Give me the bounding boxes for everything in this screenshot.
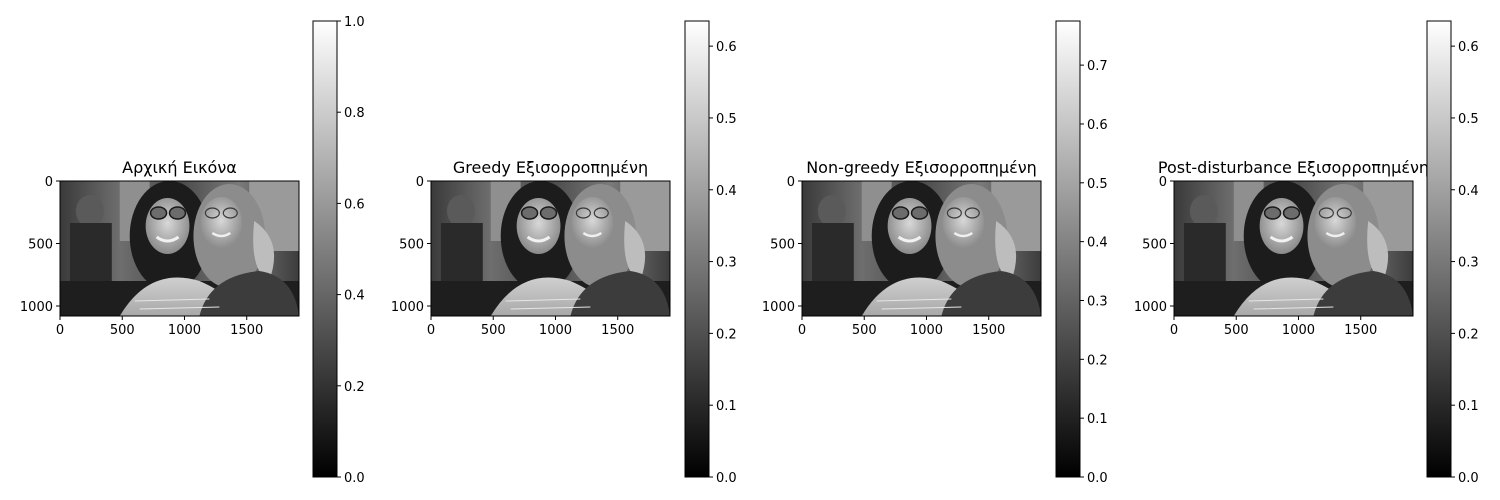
panel-2: Greedy Εξισορροπημένη 0 500 1000 1500 0 500 100… — [391, 20, 737, 486]
colorbar-tick-label: 0.0 — [716, 471, 737, 486]
grayscale-image — [431, 181, 670, 316]
grayscale-image — [1174, 181, 1413, 316]
colorbar-tick-label: 0.5 — [716, 112, 737, 127]
y-tick-label: 0 — [416, 175, 424, 190]
x-tick-label: 500 — [852, 323, 877, 338]
panel-3: Non-greedy Εξισορροπημένη 0 500 1000 1500 0 50… — [762, 20, 1108, 486]
colorbar-tick-label: 0.4 — [716, 184, 737, 199]
panel-title: Αρχική Εικόνα — [122, 158, 237, 177]
x-tick-label: 1500 — [601, 323, 634, 338]
y-tick-label: 1000 — [391, 300, 424, 315]
colorbar-tick-label: 0.0 — [1458, 471, 1479, 486]
colorbar-tick-label: 0.5 — [1087, 177, 1108, 192]
colorbar-tick-label: 0.1 — [716, 399, 737, 414]
x-tick-label: 1000 — [168, 323, 201, 338]
y-tick-label: 500 — [1142, 238, 1167, 253]
colorbar-tick-label: 0.0 — [344, 471, 365, 486]
y-tick-label: 1000 — [20, 300, 53, 315]
colorbar-tick-label: 0.6 — [1458, 40, 1479, 55]
x-tick-label: 1500 — [230, 323, 263, 338]
grayscale-image — [60, 181, 299, 316]
image-frame — [801, 180, 1042, 317]
x-tick-label: 500 — [110, 323, 135, 338]
colorbar-tick-label: 0.2 — [716, 327, 737, 342]
y-tick-label: 500 — [28, 238, 53, 253]
colorbar-tick-label: 0.4 — [344, 289, 365, 304]
colorbar-tick-label: 0.5 — [1458, 112, 1479, 127]
x-tick-label: 0 — [798, 323, 806, 338]
image-frame — [1173, 180, 1414, 317]
colorbar-tick-label: 0.6 — [716, 40, 737, 55]
panel-1: Αρχική Εικόνα 0 500 1000 1500 0 500 1000 0.0 0.2 0… — [20, 15, 365, 486]
y-tick-label: 0 — [45, 175, 53, 190]
image-frame — [430, 180, 671, 317]
colorbar — [684, 20, 710, 478]
panel-title: Non-greedy Εξισορροπημένη — [806, 158, 1037, 177]
x-tick-label: 1000 — [1282, 323, 1315, 338]
x-tick-label: 0 — [1170, 323, 1178, 338]
colorbar-tick-label: 0.2 — [1087, 353, 1108, 368]
colorbar-tick-label: 0.4 — [1458, 184, 1479, 199]
x-tick-label: 0 — [56, 323, 64, 338]
colorbar-tick-label: 0.1 — [1458, 399, 1479, 414]
colorbar-tick-label: 0.6 — [1087, 118, 1108, 133]
grayscale-image — [802, 181, 1041, 316]
y-tick-label: 0 — [787, 175, 795, 190]
colorbar — [312, 20, 338, 478]
colorbar-tick-label: 0.3 — [1087, 294, 1108, 309]
colorbar-tick-label: 0.1 — [1087, 412, 1108, 427]
colorbar-tick-label: 0.4 — [1087, 236, 1108, 251]
colorbar-tick-label: 1.0 — [344, 15, 365, 30]
y-tick-label: 500 — [770, 238, 795, 253]
colorbar — [1055, 20, 1081, 478]
image-frame — [59, 180, 300, 317]
colorbar-tick-label: 0.2 — [1458, 327, 1479, 342]
x-tick-label: 1000 — [539, 323, 572, 338]
x-tick-label: 0 — [427, 323, 435, 338]
y-tick-label: 1000 — [1134, 300, 1167, 315]
x-tick-label: 500 — [481, 323, 506, 338]
colorbar-tick-label: 0.2 — [344, 380, 365, 395]
colorbar-tick-label: 0.0 — [1087, 471, 1108, 486]
colorbar — [1426, 20, 1452, 478]
x-tick-label: 1500 — [1344, 323, 1377, 338]
panel-title: Post-disturbance Εξισορροπημένη — [1158, 158, 1429, 177]
colorbar-tick-label: 0.3 — [716, 256, 737, 271]
colorbar-tick-label: 0.6 — [344, 197, 365, 212]
x-tick-label: 1000 — [910, 323, 943, 338]
x-tick-label: 1500 — [972, 323, 1005, 338]
y-tick-label: 0 — [1159, 175, 1167, 190]
colorbar-tick-label: 0.7 — [1087, 59, 1108, 74]
y-tick-label: 1000 — [762, 300, 795, 315]
y-tick-label: 500 — [399, 238, 424, 253]
colorbar-tick-label: 0.8 — [344, 106, 365, 121]
panel-title: Greedy Εξισορροπημένη — [453, 158, 648, 177]
colorbar-tick-label: 0.3 — [1458, 256, 1479, 271]
x-tick-label: 500 — [1224, 323, 1249, 338]
